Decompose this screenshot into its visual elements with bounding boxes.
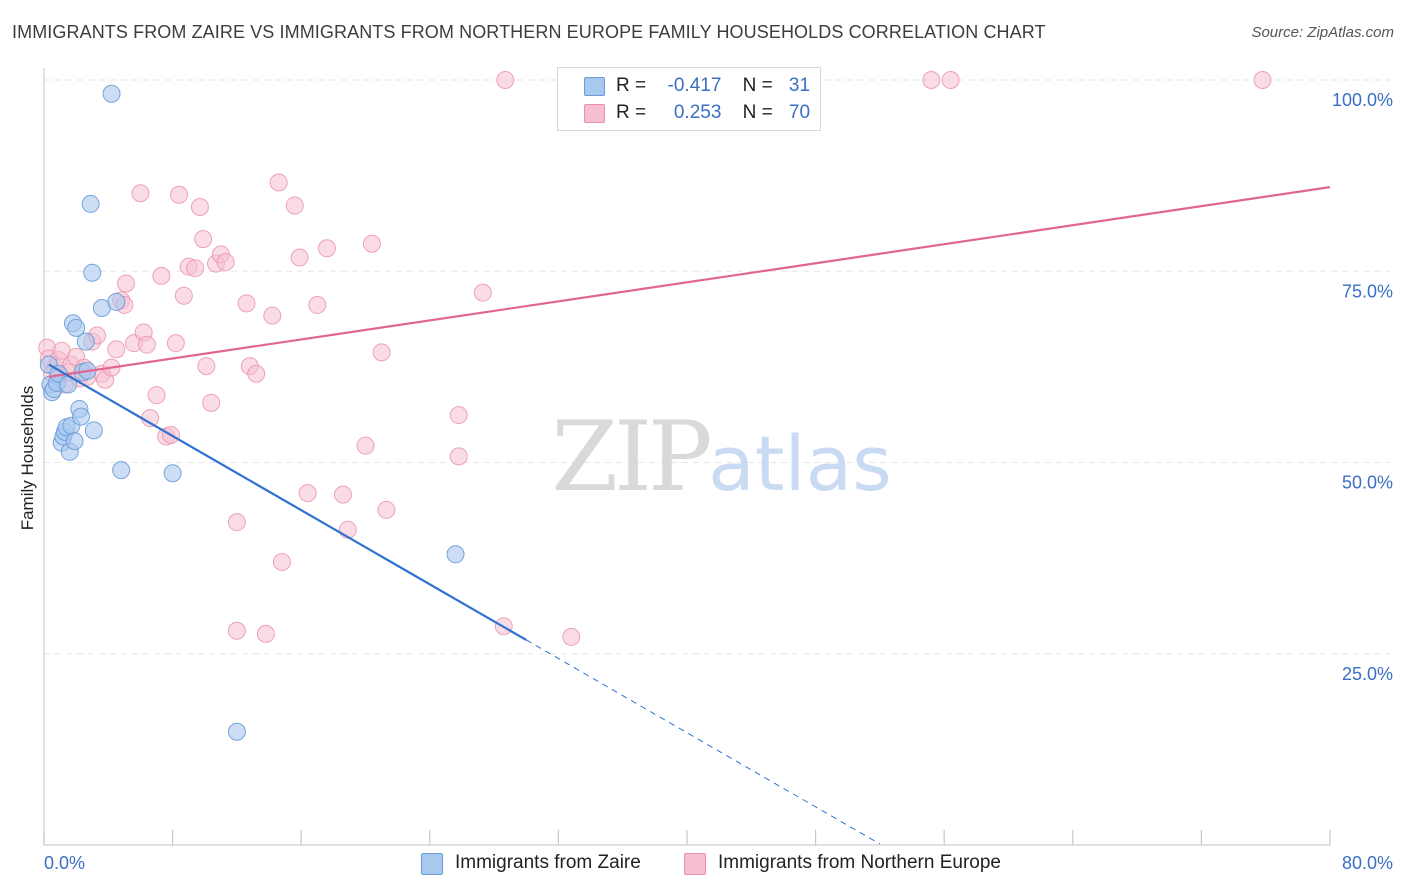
data-point-zaire [227,722,246,741]
data-point-neurope [107,340,126,359]
data-point-neurope [227,513,246,532]
data-point-neurope [190,197,209,216]
data-point-zaire [102,84,121,103]
legend-swatch-zaire [584,77,605,96]
data-point-neurope [285,196,304,215]
data-point-neurope [216,253,235,272]
y-axis-label: Family Households [18,385,37,531]
data-point-neurope [269,173,288,192]
y-tick-label: 50.0% [1342,473,1393,493]
data-point-neurope [202,393,221,412]
data-point-neurope [372,343,391,362]
data-point-zaire [71,407,90,426]
data-point-neurope [272,552,291,571]
data-point-neurope [449,447,468,466]
data-point-neurope [131,184,150,203]
legend-n-label: N = [742,75,773,96]
data-point-zaire [446,545,465,564]
source-label: Source: ZipAtlas.com [1251,24,1394,41]
trend-line-zaire [48,363,527,641]
data-point-zaire [83,263,102,282]
data-point-zaire [163,464,182,483]
data-point-neurope [227,621,246,640]
data-point-zaire [65,432,84,451]
data-point-neurope [449,406,468,425]
data-point-neurope [194,230,213,249]
data-point-neurope [356,436,375,455]
correlation-legend: R = -0.417 N = 31 R = 0.253 N = 70 [557,67,821,131]
data-point-neurope [137,335,156,354]
axis-layer [43,68,1331,846]
data-point-neurope [256,624,275,643]
data-point-neurope [290,248,309,267]
data-point-neurope [237,294,256,313]
data-point-neurope [170,185,189,204]
points-zaire [39,84,465,741]
y-tick-label: 100.0% [1332,90,1393,110]
data-point-neurope [197,357,216,376]
watermark-atlas: atlas [708,419,892,508]
legend-n-label: N = [742,102,773,123]
bottom-legend-label-neurope: Immigrants from Northern Europe [718,852,1001,873]
y-tick-label: 75.0% [1342,281,1393,301]
trend-layer [48,186,1331,845]
legend-neurope-n: 70 [788,102,811,123]
data-point-zaire [112,461,131,480]
x-tick-label-min: 0.0% [44,853,85,873]
data-point-neurope [174,286,193,305]
data-point-neurope [941,71,960,89]
data-point-neurope [308,295,327,314]
data-point-zaire [84,421,103,440]
data-point-neurope [377,500,396,519]
data-point-neurope [473,283,492,302]
trend-line-zaire-extension [526,639,881,845]
data-point-neurope [338,520,357,539]
data-point-neurope [922,71,941,89]
legend-swatch-neurope [584,104,605,123]
legend-zaire-n: 31 [788,75,811,96]
data-point-neurope [116,274,135,293]
data-point-neurope [317,239,336,258]
data-point-neurope [152,266,171,285]
bottom-legend-swatch-zaire [421,853,443,875]
legend-r-label: R = [616,102,647,123]
data-point-neurope [263,306,282,325]
points-northern-europe [38,71,1272,646]
data-point-zaire [81,194,100,213]
data-point-neurope [186,259,205,278]
tick-label-layer: 25.0% 50.0% 75.0% 100.0% 0.0% 80.0% [44,90,1393,873]
legend-text-neurope: R = 0.253 N = 70 [616,102,810,124]
data-point-zaire [67,318,86,337]
bottom-legend-swatch-neurope [684,853,706,875]
legend-neurope-r: 0.253 [673,102,722,123]
data-point-neurope [562,627,581,646]
watermark: ZIP atlas [551,401,891,513]
legend-r-label: R = [616,75,647,96]
y-tick-label: 25.0% [1342,664,1393,684]
data-point-neurope [247,364,266,383]
legend-text-zaire: R = -0.417 N = 31 [616,75,810,97]
trend-line-neurope [48,186,1331,378]
chart-title: IMMIGRANTS FROM ZAIRE VS IMMIGRANTS FROM… [12,22,1046,42]
legend-zaire-r: -0.417 [667,75,722,96]
data-point-neurope [166,334,185,353]
data-point-neurope [147,386,166,405]
x-tick-label-max: 80.0% [1342,853,1393,873]
bottom-legend-label-zaire: Immigrants from Zaire [455,852,641,873]
watermark-zip: ZIP [551,401,710,513]
data-point-zaire [107,292,126,311]
data-point-neurope [362,234,381,253]
data-point-neurope [496,71,515,89]
data-point-neurope [333,485,352,504]
data-point-neurope [298,484,317,503]
data-point-zaire [76,332,95,351]
data-point-neurope [1253,71,1272,89]
